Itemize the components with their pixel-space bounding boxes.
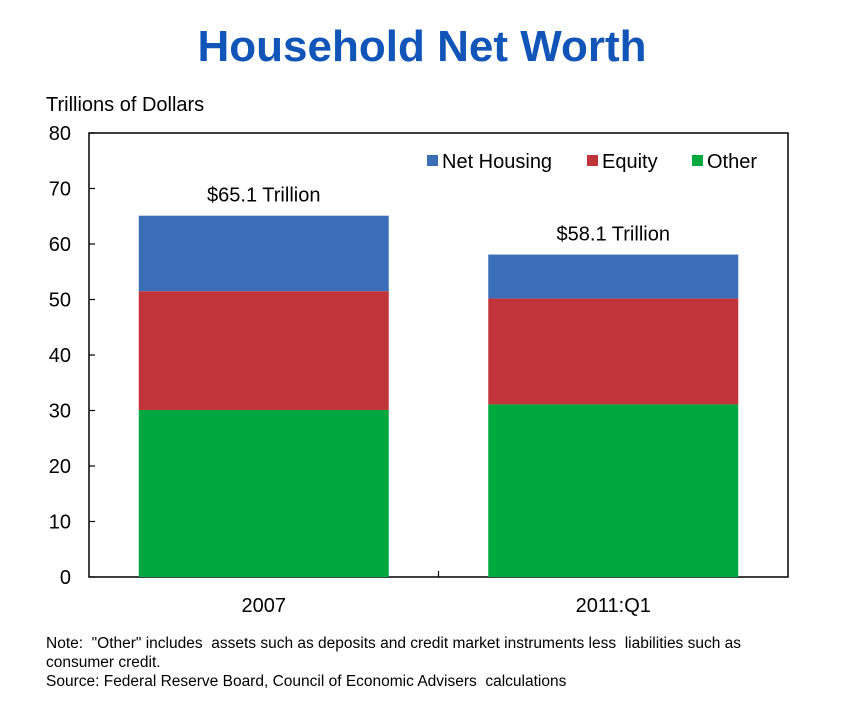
y-tick-label: 80 [49,123,71,145]
y-tick-label: 20 [49,456,71,478]
bar-equity [488,298,739,405]
legend-label: Equity [602,151,658,173]
y-tick-label: 0 [60,567,71,589]
legend-swatch [427,155,438,166]
x-category-label: 2007 [242,595,287,617]
bar-net-housing [488,254,739,299]
y-tick-label: 40 [49,345,71,367]
x-category-label: 2011:Q1 [576,595,651,617]
note-line-2: consumer credit. [46,654,161,671]
note-line-1: Note: "Other" includes assets such as de… [46,635,742,652]
y-tick-label: 30 [49,401,71,423]
legend-swatch [587,155,598,166]
source-line: Source: Federal Reserve Board, Council o… [46,673,567,690]
chart-title: Household Net Worth [197,22,647,71]
bar-equity [138,291,389,410]
legend-swatch [692,155,703,166]
total-label: $58.1 Trillion [557,224,670,246]
y-tick-label: 70 [49,179,71,201]
y-axis-label: Trillions of Dollars [46,94,205,116]
legend-label: Net Housing [442,151,552,173]
bar-other [488,404,739,577]
total-label: $65.1 Trillion [207,185,320,207]
footnote: Note: "Other" includes assets such as de… [46,634,826,691]
y-tick-label: 10 [49,512,71,534]
bar-other [138,409,389,577]
y-tick-label: 50 [49,290,71,312]
legend-label: Other [707,151,757,173]
y-tick-label: 60 [49,234,71,256]
bar-net-housing [138,215,389,292]
